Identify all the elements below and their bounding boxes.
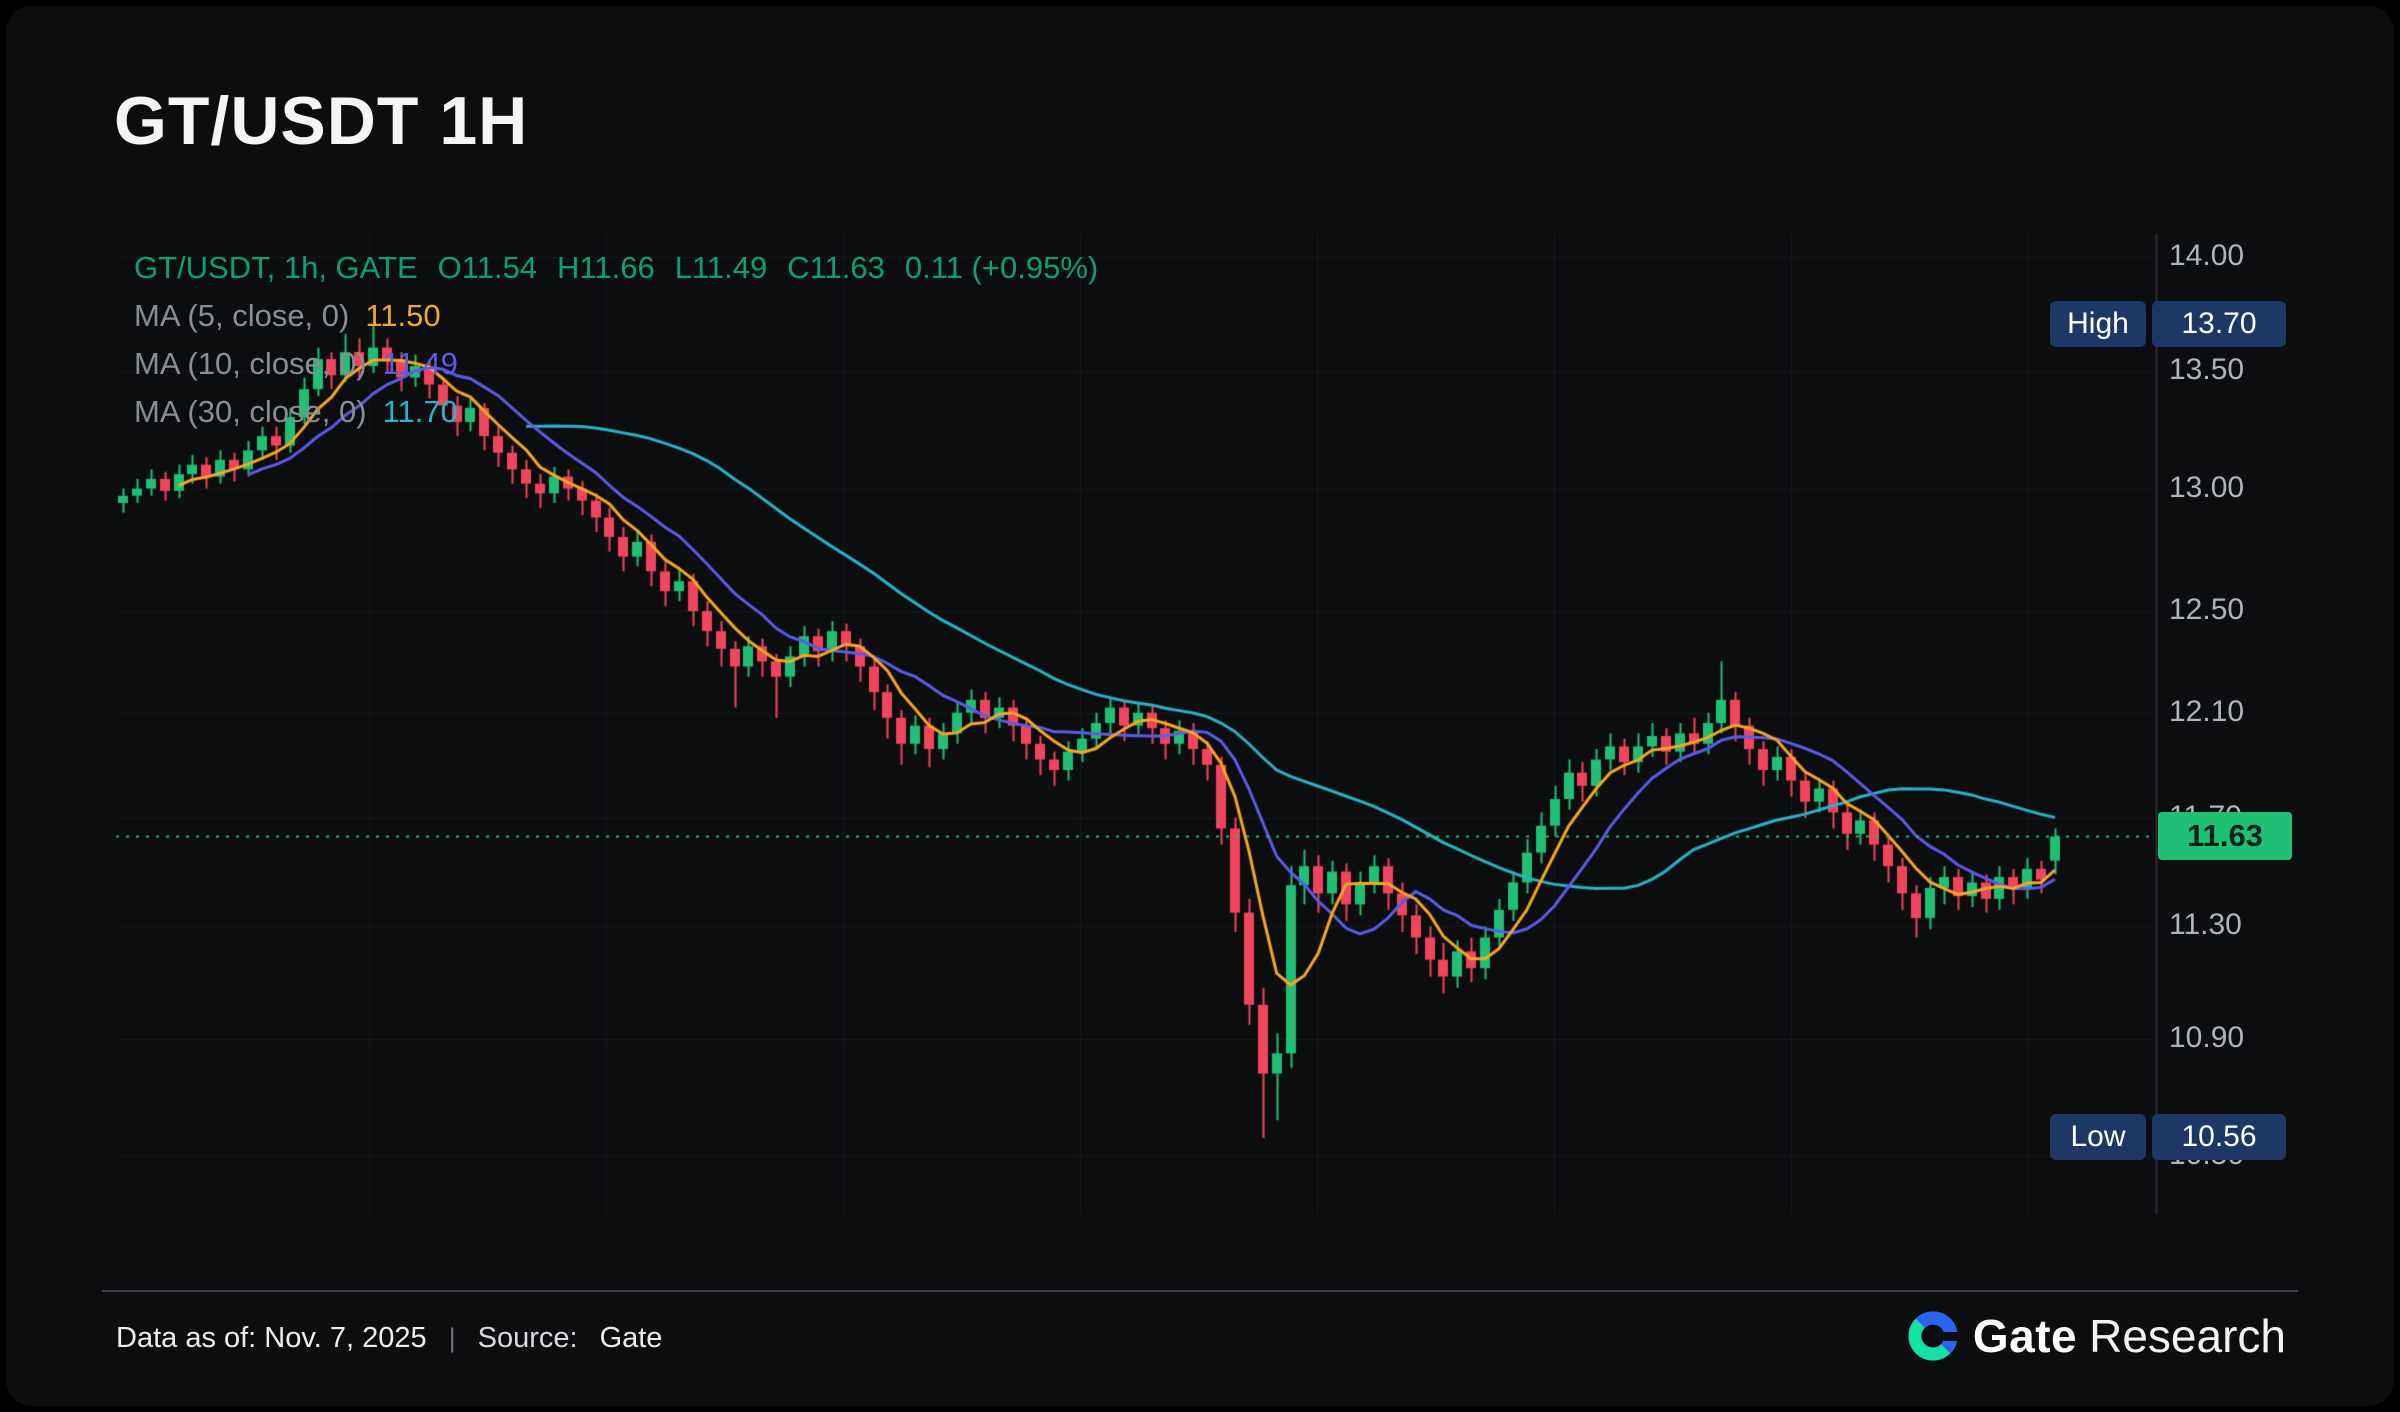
high-price-badge: High 13.70 [2050, 300, 2286, 347]
ma10-label: MA (10, close, 0) [134, 346, 367, 381]
source-label: Source: [477, 1322, 578, 1354]
footer-separator: | [448, 1323, 456, 1353]
legend-close: C11.63 [787, 250, 885, 285]
high-badge-label: High [2050, 300, 2146, 347]
ma5-row: MA (5, close, 0) 11.50 [134, 292, 1118, 340]
y-axis-tick: 13.50 [2169, 352, 2245, 386]
legend-open: O11.54 [437, 250, 538, 285]
candlestick-chart[interactable] [6, 6, 2394, 1406]
brand-suffix: Research [2089, 1310, 2286, 1362]
ma30-value: 11.70 [382, 394, 458, 429]
legend-symbol: GT/USDT, 1h, GATE [134, 250, 418, 285]
y-axis-tick: 11.30 [2169, 908, 2242, 942]
y-axis-tick: 12.10 [2169, 694, 2245, 728]
ma5-value: 11.50 [365, 298, 441, 333]
gate-research-logo: Gate Research [1905, 1308, 2286, 1364]
ma5-label: MA (5, close, 0) [134, 298, 350, 333]
symbol-info-row: GT/USDT, 1h, GATE O11.54 H11.66 L11.49 C11.6… [134, 244, 1118, 292]
footer: Data as of: Nov. 7, 2025 | Source: Gate [116, 1322, 662, 1355]
chart-legend: GT/USDT, 1h, GATE O11.54 H11.66 L11.49 C11.6… [134, 244, 1118, 436]
low-price-badge: Low 10.56 [2050, 1114, 2286, 1160]
y-axis-tick: 13.00 [2169, 470, 2245, 504]
low-badge-label: Low [2050, 1114, 2146, 1160]
legend-change: 0.11 (+0.95%) [904, 250, 1099, 285]
gate-logo-icon [1908, 1311, 1961, 1361]
ma30-row: MA (30, close, 0) 11.70 [134, 388, 1118, 436]
y-axis-tick: 12.50 [2169, 593, 2245, 627]
y-axis-tick: 10.90 [2169, 1021, 2245, 1054]
footer-divider [102, 1290, 2298, 1292]
ma10-row: MA (10, close, 0) 11.49 [134, 340, 1118, 388]
brand-name: Gate [1972, 1310, 2078, 1362]
chart-card: GT/USDT 1H GT/USDT, 1h, GATEO11.54H11.66… [6, 6, 2394, 1406]
data-as-of-text: Data as of: Nov. 7, 2025 [116, 1322, 427, 1354]
ma10-value: 11.49 [382, 346, 458, 381]
legend-high: H11.66 [557, 250, 655, 285]
ma30-label: MA (30, close, 0) [134, 394, 367, 429]
low-badge-value: 10.56 [2152, 1114, 2286, 1160]
legend-low: L11.49 [674, 250, 768, 285]
source-value: Gate [599, 1322, 663, 1354]
y-axis-tick: 14.00 [2169, 239, 2245, 272]
high-badge-value: 13.70 [2152, 300, 2286, 347]
last-price-badge: 11.63 [2158, 812, 2292, 861]
